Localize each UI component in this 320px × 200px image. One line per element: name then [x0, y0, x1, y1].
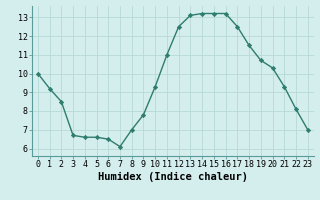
X-axis label: Humidex (Indice chaleur): Humidex (Indice chaleur)	[98, 172, 248, 182]
